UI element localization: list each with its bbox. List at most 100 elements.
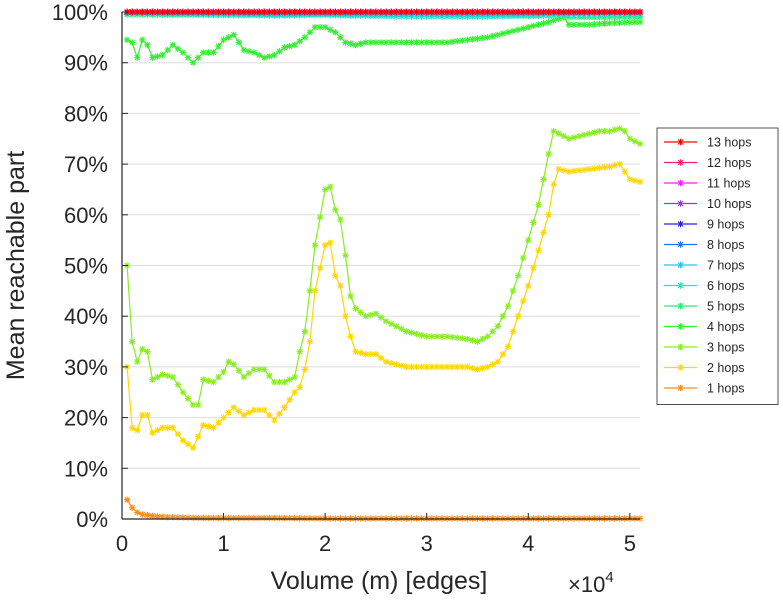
- data-point: [159, 51, 166, 59]
- data-point: [418, 363, 425, 371]
- x-tick-label: 4: [522, 531, 534, 556]
- marker-shape: [134, 8, 141, 16]
- data-point: [469, 36, 476, 43]
- marker-shape: [382, 8, 390, 16]
- marker-shape: [306, 515, 314, 522]
- marker-shape: [459, 8, 466, 16]
- marker-shape: [580, 166, 588, 174]
- data-point: [372, 351, 380, 358]
- marker-shape: [509, 328, 517, 335]
- marker-shape: [403, 328, 410, 335]
- data-point: [586, 21, 593, 28]
- marker-shape: [306, 8, 314, 16]
- marker-shape: [611, 162, 618, 169]
- data-point: [570, 134, 578, 141]
- data-point: [433, 8, 441, 16]
- data-point: [565, 168, 573, 175]
- marker-shape: [626, 19, 634, 26]
- marker-shape: [448, 8, 456, 16]
- data-point: [306, 338, 314, 345]
- marker-shape: [230, 514, 237, 522]
- data-point: [154, 53, 161, 60]
- x-axis-multiplier-base: ×10: [568, 572, 605, 597]
- marker-shape: [550, 127, 557, 135]
- marker-shape: [601, 164, 608, 171]
- marker-shape: [606, 163, 613, 170]
- marker-shape: [626, 176, 634, 183]
- data-point: [586, 8, 593, 16]
- marker-shape: [535, 8, 542, 16]
- marker-shape: [164, 424, 171, 431]
- data-point: [352, 8, 359, 16]
- marker-shape: [626, 135, 634, 142]
- marker-shape: [570, 167, 578, 175]
- data-point: [149, 54, 156, 61]
- data-point: [321, 8, 329, 16]
- y-tick-label: 0%: [76, 507, 108, 532]
- marker-shape: [250, 406, 258, 414]
- data-point: [220, 8, 227, 16]
- data-point: [347, 40, 354, 47]
- data-point: [240, 373, 248, 381]
- marker-shape: [448, 363, 456, 371]
- marker-shape: [189, 514, 197, 521]
- marker-shape: [301, 328, 309, 335]
- y-tick-label: 70%: [64, 152, 108, 177]
- data-point: [540, 176, 547, 183]
- marker-shape: [276, 48, 283, 55]
- data-point: [535, 201, 542, 208]
- legend-label: 11 hops: [707, 177, 751, 191]
- marker-shape: [144, 348, 151, 355]
- marker-shape: [286, 396, 293, 404]
- marker-shape: [205, 49, 212, 56]
- marker-shape: [311, 8, 319, 16]
- data-point: [398, 325, 405, 333]
- marker-shape: [230, 404, 237, 411]
- marker-shape: [393, 323, 400, 330]
- marker-shape: [266, 372, 273, 379]
- data-point: [377, 314, 385, 321]
- marker-shape: [347, 292, 354, 300]
- data-point: [200, 422, 207, 429]
- marker-shape: [514, 8, 522, 16]
- data-point: [210, 378, 217, 386]
- marker-shape: [362, 8, 369, 16]
- data-point: [616, 125, 623, 132]
- data-point: [215, 43, 222, 50]
- marker-shape: [225, 34, 232, 41]
- data-point: [382, 8, 390, 16]
- data-point: [464, 335, 471, 343]
- marker-shape: [128, 338, 136, 345]
- marker-shape: [306, 29, 314, 36]
- legend-label: 12 hops: [707, 156, 751, 170]
- data-point: [443, 8, 451, 16]
- marker-shape: [311, 515, 319, 522]
- data-point: [519, 25, 527, 32]
- data-point: [205, 49, 212, 56]
- marker-shape: [271, 51, 278, 59]
- data-point: [494, 358, 502, 366]
- data-point: [408, 8, 415, 16]
- marker-shape: [606, 19, 613, 27]
- marker-shape: [580, 21, 588, 28]
- y-tick-label: 30%: [64, 355, 108, 380]
- data-point: [580, 166, 588, 174]
- marker-shape: [677, 138, 684, 146]
- y-tick-label: 20%: [64, 406, 108, 431]
- marker-shape: [296, 515, 303, 522]
- marker-shape: [235, 367, 243, 374]
- marker-shape: [144, 411, 151, 419]
- marker-shape: [403, 39, 410, 46]
- data-point: [235, 39, 243, 46]
- data-point: [591, 21, 598, 28]
- marker-shape: [403, 8, 410, 16]
- marker-shape: [509, 27, 517, 35]
- data-point: [545, 211, 552, 218]
- marker-shape: [489, 361, 496, 368]
- data-point: [550, 127, 557, 135]
- marker-shape: [230, 8, 237, 16]
- marker-shape: [469, 337, 476, 344]
- marker-shape: [575, 8, 583, 16]
- data-point: [428, 333, 435, 340]
- data-point: [626, 8, 634, 16]
